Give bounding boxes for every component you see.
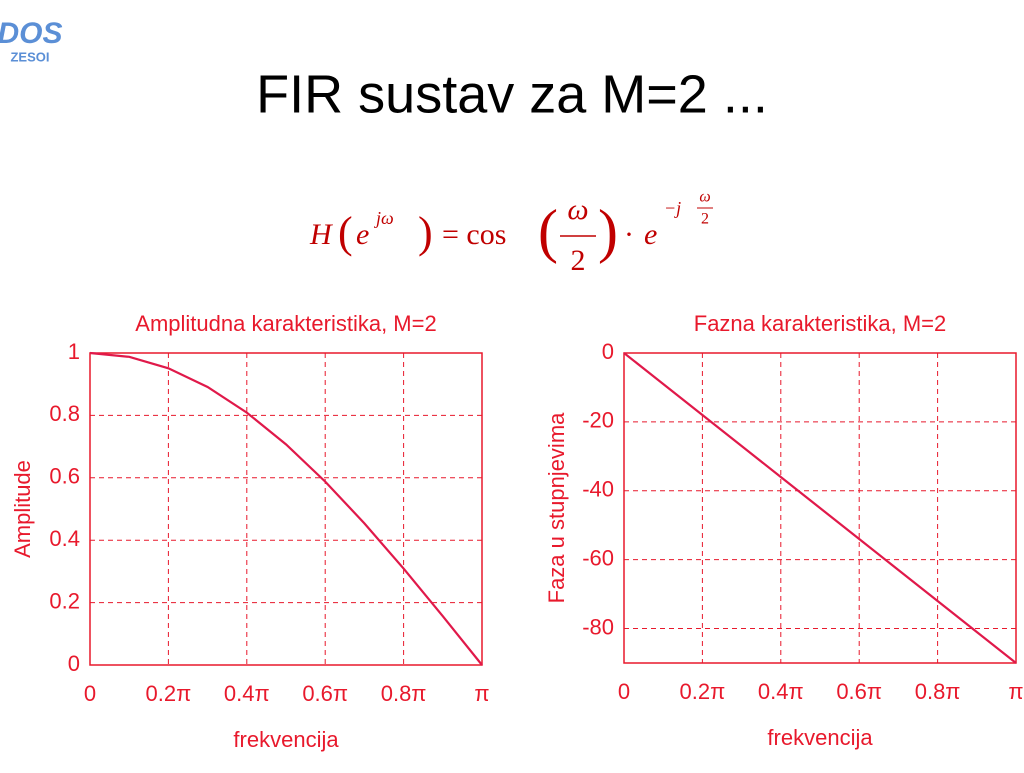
formula-part: e [356,218,369,251]
y-axis-label: Faza u stupnjevima [544,412,569,604]
y-tick-label: -40 [582,477,614,502]
paren: ) [418,208,433,257]
x-tick-label: 0.4π [224,681,270,706]
y-tick-label: -20 [582,408,614,433]
x-tick-label: π [474,681,489,706]
x-tick-label: 0 [84,681,96,706]
formula-part: −j [664,198,681,218]
x-tick-label: 0.2π [680,679,726,704]
paren: ( [538,198,558,264]
x-tick-label: 0 [618,679,630,704]
formula-part: H [309,218,334,251]
y-axis-label: Amplitude [10,460,35,558]
data-line [623,352,1017,664]
y-tick-label: 0 [68,651,80,676]
formula-part: jω [374,208,394,228]
formula-part: 2 [701,211,709,228]
x-tick-label: 0.2π [146,681,192,706]
chart-title: Amplitudna karakteristika, M=2 [135,311,436,336]
logo-text: ZESOI [10,49,49,64]
y-tick-label: 0 [602,339,614,364]
slide-title: FIR sustav za M=2 ... [256,64,768,124]
paren: ) [598,198,618,264]
y-tick-label: 0.6 [49,464,80,489]
y-tick-label: 0.2 [49,588,80,613]
formula-part: ω [699,189,710,206]
plot-frame [623,352,1017,664]
formula-part: · [624,218,634,251]
x-tick-label: 0.4π [758,679,804,704]
x-axis-label: frekvencija [767,725,873,750]
formula-part: ω [567,193,588,226]
chart-title: Fazna karakteristika, M=2 [694,311,946,336]
formula-part: e [644,218,657,251]
formula-part: = cos [442,218,506,251]
y-tick-label: -60 [582,545,614,570]
formula-part: 2 [571,244,586,277]
x-tick-label: 0.8π [381,681,427,706]
y-tick-label: 0.8 [49,401,80,426]
x-axis-label: frekvencija [233,727,339,752]
x-tick-label: 0.6π [836,679,882,704]
x-tick-label: 0.8π [915,679,961,704]
y-tick-label: 1 [68,339,80,364]
data-line [89,351,483,666]
logo-mark: DOS [0,17,63,50]
x-tick-label: 0.6π [302,681,348,706]
formula: H ( e jω ) = cos ( ω 2 ) · e −j ω 2 [309,189,713,277]
x-tick-label: π [1008,679,1023,704]
logo: DOS ZESOI [0,17,63,65]
plot-frame [89,352,483,666]
y-tick-label: -80 [582,614,614,639]
paren: ( [338,208,353,257]
y-tick-label: 0.4 [49,526,80,551]
